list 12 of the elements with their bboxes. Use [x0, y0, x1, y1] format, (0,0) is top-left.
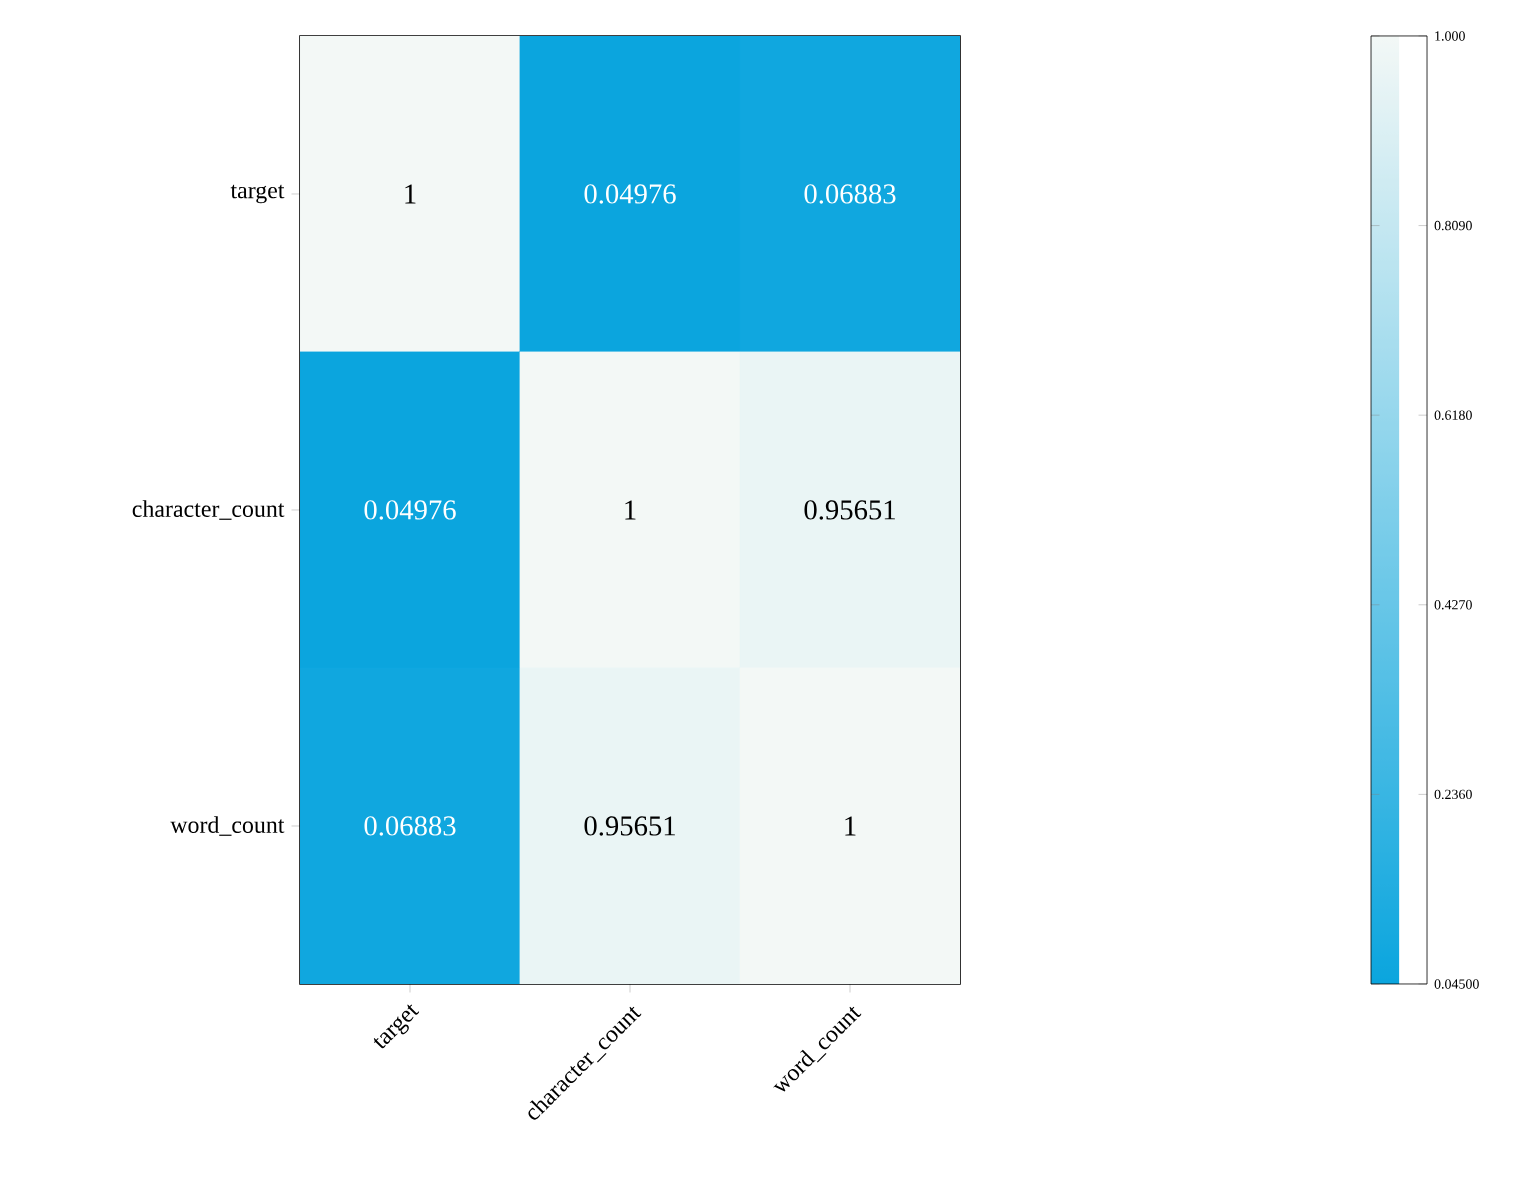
data-label: 0.06883	[364, 816, 456, 836]
data-label: 0.95651	[584, 816, 675, 836]
y-tick-label: word_count	[170, 816, 285, 836]
data-label: 0.04976	[584, 184, 676, 204]
data-label: 0.04976	[364, 500, 456, 520]
data-label: 1	[405, 184, 416, 204]
data-label: 0.95651	[804, 500, 895, 520]
data-label: 0.06883	[804, 184, 896, 204]
data-label: 1	[845, 816, 856, 836]
y-tick-label: character_count	[132, 500, 285, 520]
y-tick-label: target	[230, 184, 285, 204]
data-label: 1	[625, 500, 636, 520]
